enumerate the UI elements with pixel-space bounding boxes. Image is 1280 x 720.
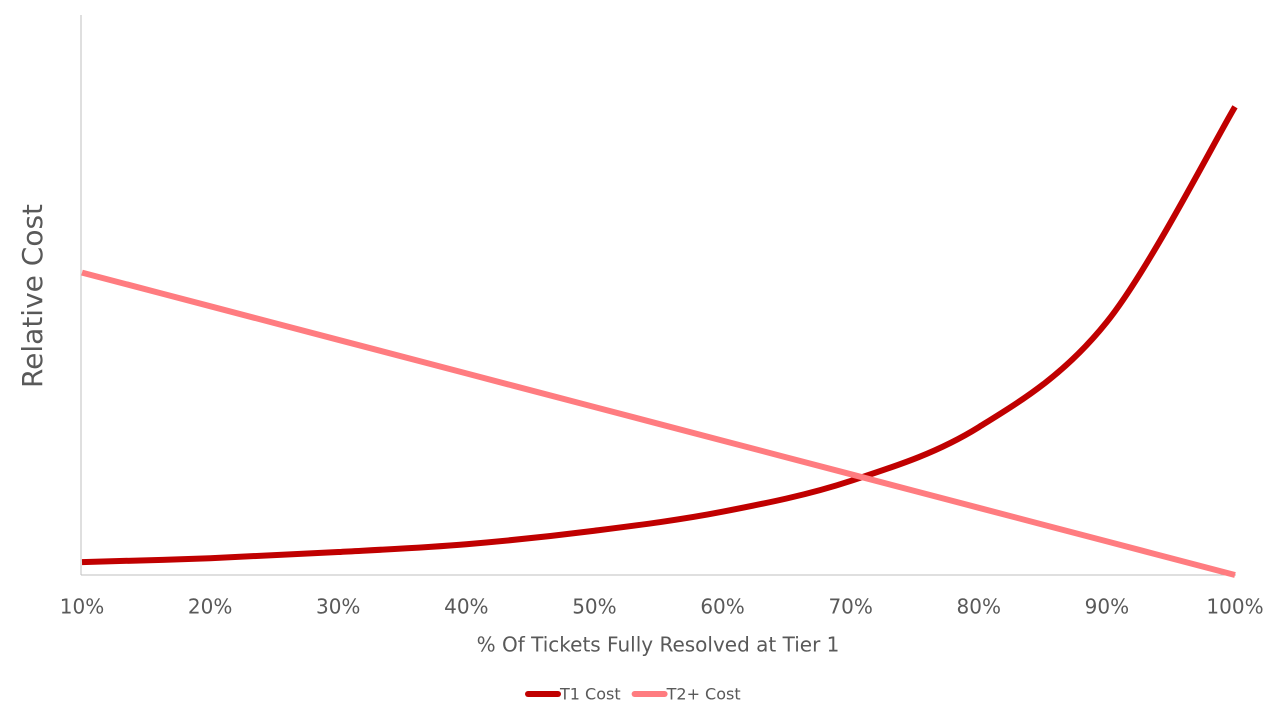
x-tick-label: 30% <box>316 595 360 619</box>
series-line <box>81 105 1238 566</box>
x-tick-label: 80% <box>957 595 1001 619</box>
x-tick-label: 90% <box>1085 595 1129 619</box>
x-tick-label: 70% <box>828 595 872 619</box>
x-axis-title: % Of Tickets Fully Resolved at Tier 1 <box>477 633 840 657</box>
legend-label: T1 Cost <box>559 685 621 704</box>
x-tick-label: 100% <box>1206 595 1263 619</box>
x-tick-label: 20% <box>188 595 232 619</box>
series-line <box>81 269 1236 578</box>
x-tick-label: 50% <box>572 595 616 619</box>
legend-label: T2+ Cost <box>666 685 741 704</box>
x-tick-label: 60% <box>700 595 744 619</box>
x-tick-label: 10% <box>60 595 104 619</box>
x-tick-label: 40% <box>444 595 488 619</box>
y-axis-title: Relative Cost <box>16 204 49 388</box>
